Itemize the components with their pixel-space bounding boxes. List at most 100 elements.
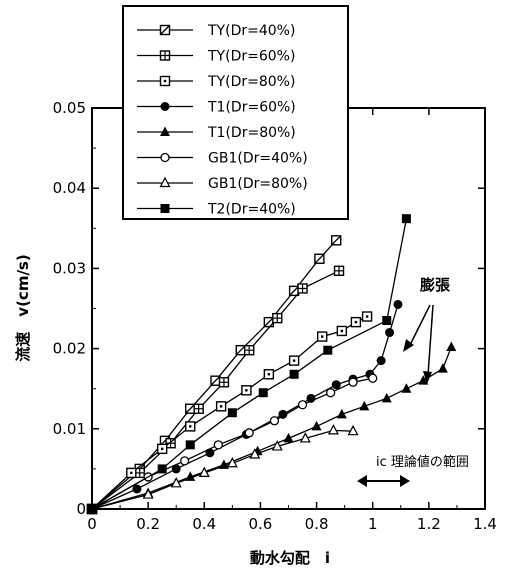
expansion-arrowhead-1: [403, 339, 414, 352]
data-point: [297, 283, 308, 294]
data-point: [160, 204, 170, 213]
data-point: [87, 504, 97, 514]
data-point: [159, 50, 171, 61]
data-point: [327, 424, 339, 435]
series-1: [86, 265, 345, 515]
series-line: [91, 239, 337, 510]
legend-label: TY(Dr=60%): [207, 49, 295, 65]
y-tick-label: 0: [76, 500, 86, 518]
data-point: [418, 375, 429, 385]
data-point: [244, 428, 254, 438]
legend-item: TY(Dr=60%): [137, 49, 295, 65]
data-point: [179, 456, 190, 466]
data-point: [359, 400, 370, 411]
data-point: [314, 253, 325, 264]
expansion-arrow-2: [427, 304, 434, 376]
legend-label: T2(Dr=40%): [207, 202, 296, 218]
data-point: [263, 316, 275, 328]
data-point: [165, 438, 176, 449]
data-point: [227, 408, 237, 418]
series-6: [86, 424, 359, 514]
legend-item: T1(Dr=80%): [137, 125, 296, 141]
data-point: [289, 369, 299, 379]
legend-item: GB1(Dr=40%): [137, 151, 308, 167]
data-point: [263, 369, 275, 380]
data-point: [249, 448, 261, 459]
data-point: [142, 488, 154, 499]
data-point: [160, 126, 170, 136]
x-tick-label: 0.2: [136, 515, 160, 533]
data-point: [382, 316, 392, 326]
data-point: [446, 341, 457, 351]
y-tick-label: 0.04: [53, 179, 86, 197]
legend-label: GB1(Dr=40%): [208, 151, 308, 167]
data-point: [323, 345, 333, 355]
data-point: [156, 443, 168, 455]
data-point: [171, 464, 181, 474]
data-point: [331, 380, 341, 390]
data-point: [336, 325, 348, 337]
ic-range-annotation: ic 理論値の範囲: [376, 454, 469, 470]
data-point: [401, 383, 412, 393]
data-point: [347, 424, 359, 436]
data-point: [198, 466, 210, 478]
data-point: [348, 377, 358, 387]
data-point: [385, 328, 395, 338]
data-point: [185, 421, 196, 432]
x-tick-label: 1: [368, 515, 378, 533]
series-3: [87, 299, 403, 514]
y-tick-label: 0.02: [53, 340, 86, 358]
y-tick-label: 0.03: [53, 259, 86, 277]
x-tick-label: 0.4: [192, 515, 216, 533]
series-4: [87, 341, 457, 513]
x-tick-label: 0.8: [305, 515, 329, 533]
y-tick-label: 0.01: [53, 420, 86, 438]
legend: TY(Dr=40%) TY(Dr=60%) TY(Dr=80%) T1(Dr=60%)…: [122, 5, 349, 220]
data-point: [210, 375, 221, 386]
legend-item: T1(Dr=60%): [137, 100, 296, 116]
data-point: [333, 265, 345, 277]
data-point: [126, 467, 137, 479]
data-point: [437, 363, 448, 373]
data-point: [241, 385, 252, 396]
data-point: [381, 392, 392, 403]
data-point: [376, 356, 386, 366]
legend-item: TY(Dr=40%): [137, 23, 295, 39]
data-point: [185, 403, 196, 414]
ic-range-arrowhead-left: [357, 475, 367, 487]
expansion-annotation: 膨張: [420, 276, 451, 294]
data-point: [218, 377, 230, 388]
data-point: [316, 331, 328, 342]
data-point: [350, 316, 362, 328]
legend-label: GB1(Dr=80%): [208, 176, 308, 192]
y-axis-label: 流速 v(cm/s): [14, 254, 32, 361]
data-point: [193, 403, 204, 414]
data-point: [226, 457, 238, 468]
data-point: [269, 416, 280, 426]
data-point: [132, 484, 142, 494]
y-tick-label: 0.05: [53, 99, 86, 117]
legend-label: T1(Dr=60%): [207, 100, 296, 116]
ic-range-arrowhead-right: [400, 475, 410, 487]
data-point: [134, 467, 145, 479]
x-axis-label: 動水勾配 i: [250, 549, 330, 567]
x-tick-label: 1.2: [417, 515, 441, 533]
data-point: [159, 176, 171, 188]
data-point: [235, 345, 246, 356]
series-7: [87, 214, 411, 514]
data-point: [160, 152, 170, 163]
data-point: [299, 432, 311, 443]
data-point: [213, 440, 223, 450]
data-point: [205, 448, 215, 458]
data-point: [272, 312, 283, 324]
data-point: [159, 75, 171, 87]
annotations: 膨張 ic 理論値の範囲: [357, 276, 469, 487]
expansion-arrowhead-2: [423, 371, 432, 384]
x-tick-label: 1.4: [473, 515, 497, 533]
data-point: [325, 388, 336, 398]
data-point: [368, 373, 378, 383]
series-0: [86, 235, 342, 515]
data-point: [159, 24, 171, 36]
series-layer: [86, 214, 457, 515]
data-point: [297, 400, 308, 410]
